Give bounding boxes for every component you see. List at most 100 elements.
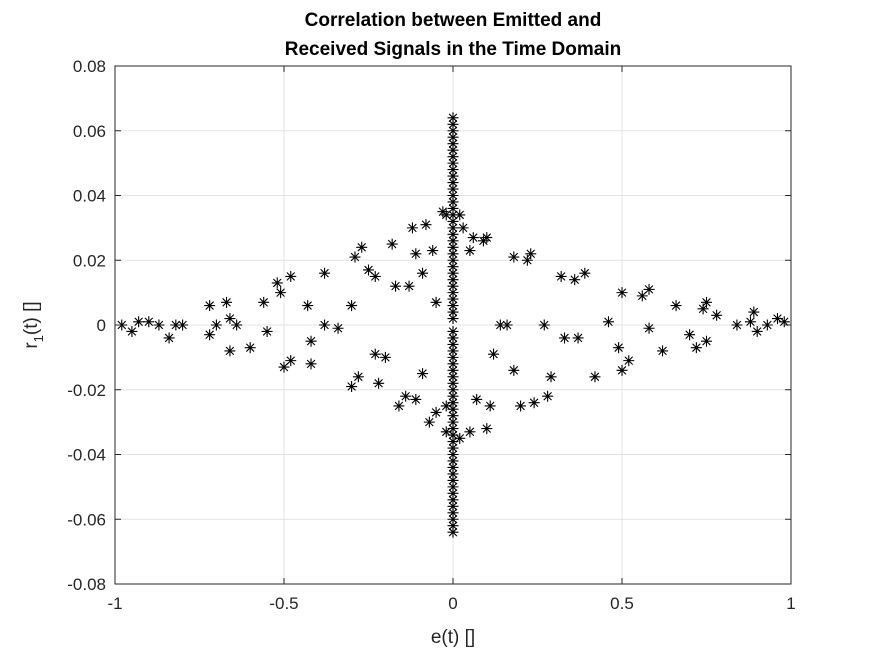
data-point xyxy=(447,112,459,124)
data-point xyxy=(386,238,398,250)
data-point xyxy=(302,300,314,312)
data-point xyxy=(684,329,696,341)
data-point xyxy=(761,319,773,331)
data-point xyxy=(697,303,709,315)
data-point xyxy=(319,319,331,331)
data-point xyxy=(467,232,479,244)
data-point xyxy=(447,397,459,409)
data-point xyxy=(352,371,364,383)
data-point xyxy=(447,351,459,363)
data-point xyxy=(559,332,571,344)
y-tick-label: 0.02 xyxy=(73,251,106,270)
data-point xyxy=(447,449,459,460)
data-point xyxy=(346,300,358,312)
data-point xyxy=(508,364,520,376)
data-point xyxy=(447,494,459,506)
chart-title-line-1: Correlation between Emitted and xyxy=(305,10,602,31)
data-point xyxy=(447,131,459,143)
data-point xyxy=(643,283,655,295)
data-point xyxy=(748,306,760,318)
data-point xyxy=(447,177,459,189)
data-point xyxy=(464,426,476,438)
data-point xyxy=(508,251,520,263)
data-point xyxy=(731,319,743,331)
data-point xyxy=(447,151,459,163)
data-point xyxy=(116,319,128,331)
data-point xyxy=(542,390,554,402)
data-point xyxy=(447,468,459,480)
data-point xyxy=(403,280,415,292)
data-point xyxy=(393,400,405,412)
data-point xyxy=(221,296,233,308)
data-point xyxy=(231,319,243,331)
data-point xyxy=(447,164,459,176)
data-point xyxy=(447,287,459,299)
data-point xyxy=(447,345,459,357)
data-point xyxy=(447,474,459,486)
y-tick-label: 0.06 xyxy=(73,122,106,141)
data-point xyxy=(545,371,557,383)
data-point xyxy=(481,232,493,244)
data-point xyxy=(447,313,459,325)
data-point xyxy=(210,319,222,331)
data-point xyxy=(447,481,459,493)
data-point xyxy=(410,248,422,260)
data-point xyxy=(305,335,317,347)
data-point xyxy=(447,423,459,435)
data-point xyxy=(373,377,385,389)
data-point xyxy=(356,241,368,253)
data-point xyxy=(589,371,601,383)
data-point xyxy=(427,245,439,257)
data-point xyxy=(670,300,682,312)
data-point xyxy=(447,325,459,337)
x-tick-label: -0.5 xyxy=(269,594,298,613)
data-point xyxy=(423,416,435,428)
data-point xyxy=(447,513,459,525)
data-point xyxy=(528,397,540,409)
data-point xyxy=(447,125,459,137)
data-point xyxy=(643,322,655,334)
data-point xyxy=(771,313,783,325)
data-point xyxy=(579,267,591,279)
data-point xyxy=(363,264,374,276)
data-point xyxy=(447,455,459,467)
data-point xyxy=(447,526,459,538)
y-tick-label: 0.04 xyxy=(73,187,106,206)
data-point xyxy=(454,432,466,444)
data-point xyxy=(447,196,459,208)
data-point xyxy=(410,393,422,405)
data-point xyxy=(711,309,723,321)
y-tick-label: -0.02 xyxy=(67,381,106,400)
data-point xyxy=(751,325,763,337)
data-point xyxy=(417,368,429,380)
data-point xyxy=(369,348,381,360)
data-point xyxy=(447,248,459,260)
data-point xyxy=(447,261,459,273)
data-point xyxy=(515,400,527,412)
data-point xyxy=(616,364,628,376)
data-point xyxy=(278,361,290,373)
data-point xyxy=(744,316,756,328)
y-axis-label-subscript: 1 xyxy=(31,335,46,342)
data-point xyxy=(447,280,459,292)
data-point xyxy=(417,267,429,279)
data-point xyxy=(447,410,459,422)
x-axis-label: e(t) [] xyxy=(431,627,475,648)
x-tick-label: 0.5 xyxy=(610,594,634,613)
data-point xyxy=(126,325,138,337)
data-point xyxy=(447,183,459,195)
data-point xyxy=(613,342,625,354)
data-point xyxy=(447,487,459,499)
data-point xyxy=(447,170,459,182)
data-point xyxy=(636,290,648,302)
x-tick-label: 1 xyxy=(786,594,795,613)
y-tick-label: 0.08 xyxy=(73,57,106,76)
data-point xyxy=(406,222,418,234)
data-point xyxy=(481,423,493,435)
data-point xyxy=(778,316,790,328)
data-point xyxy=(224,345,236,357)
data-point xyxy=(390,280,402,292)
data-point xyxy=(430,406,442,418)
y-axis-label: r1(t) [] xyxy=(21,301,46,348)
